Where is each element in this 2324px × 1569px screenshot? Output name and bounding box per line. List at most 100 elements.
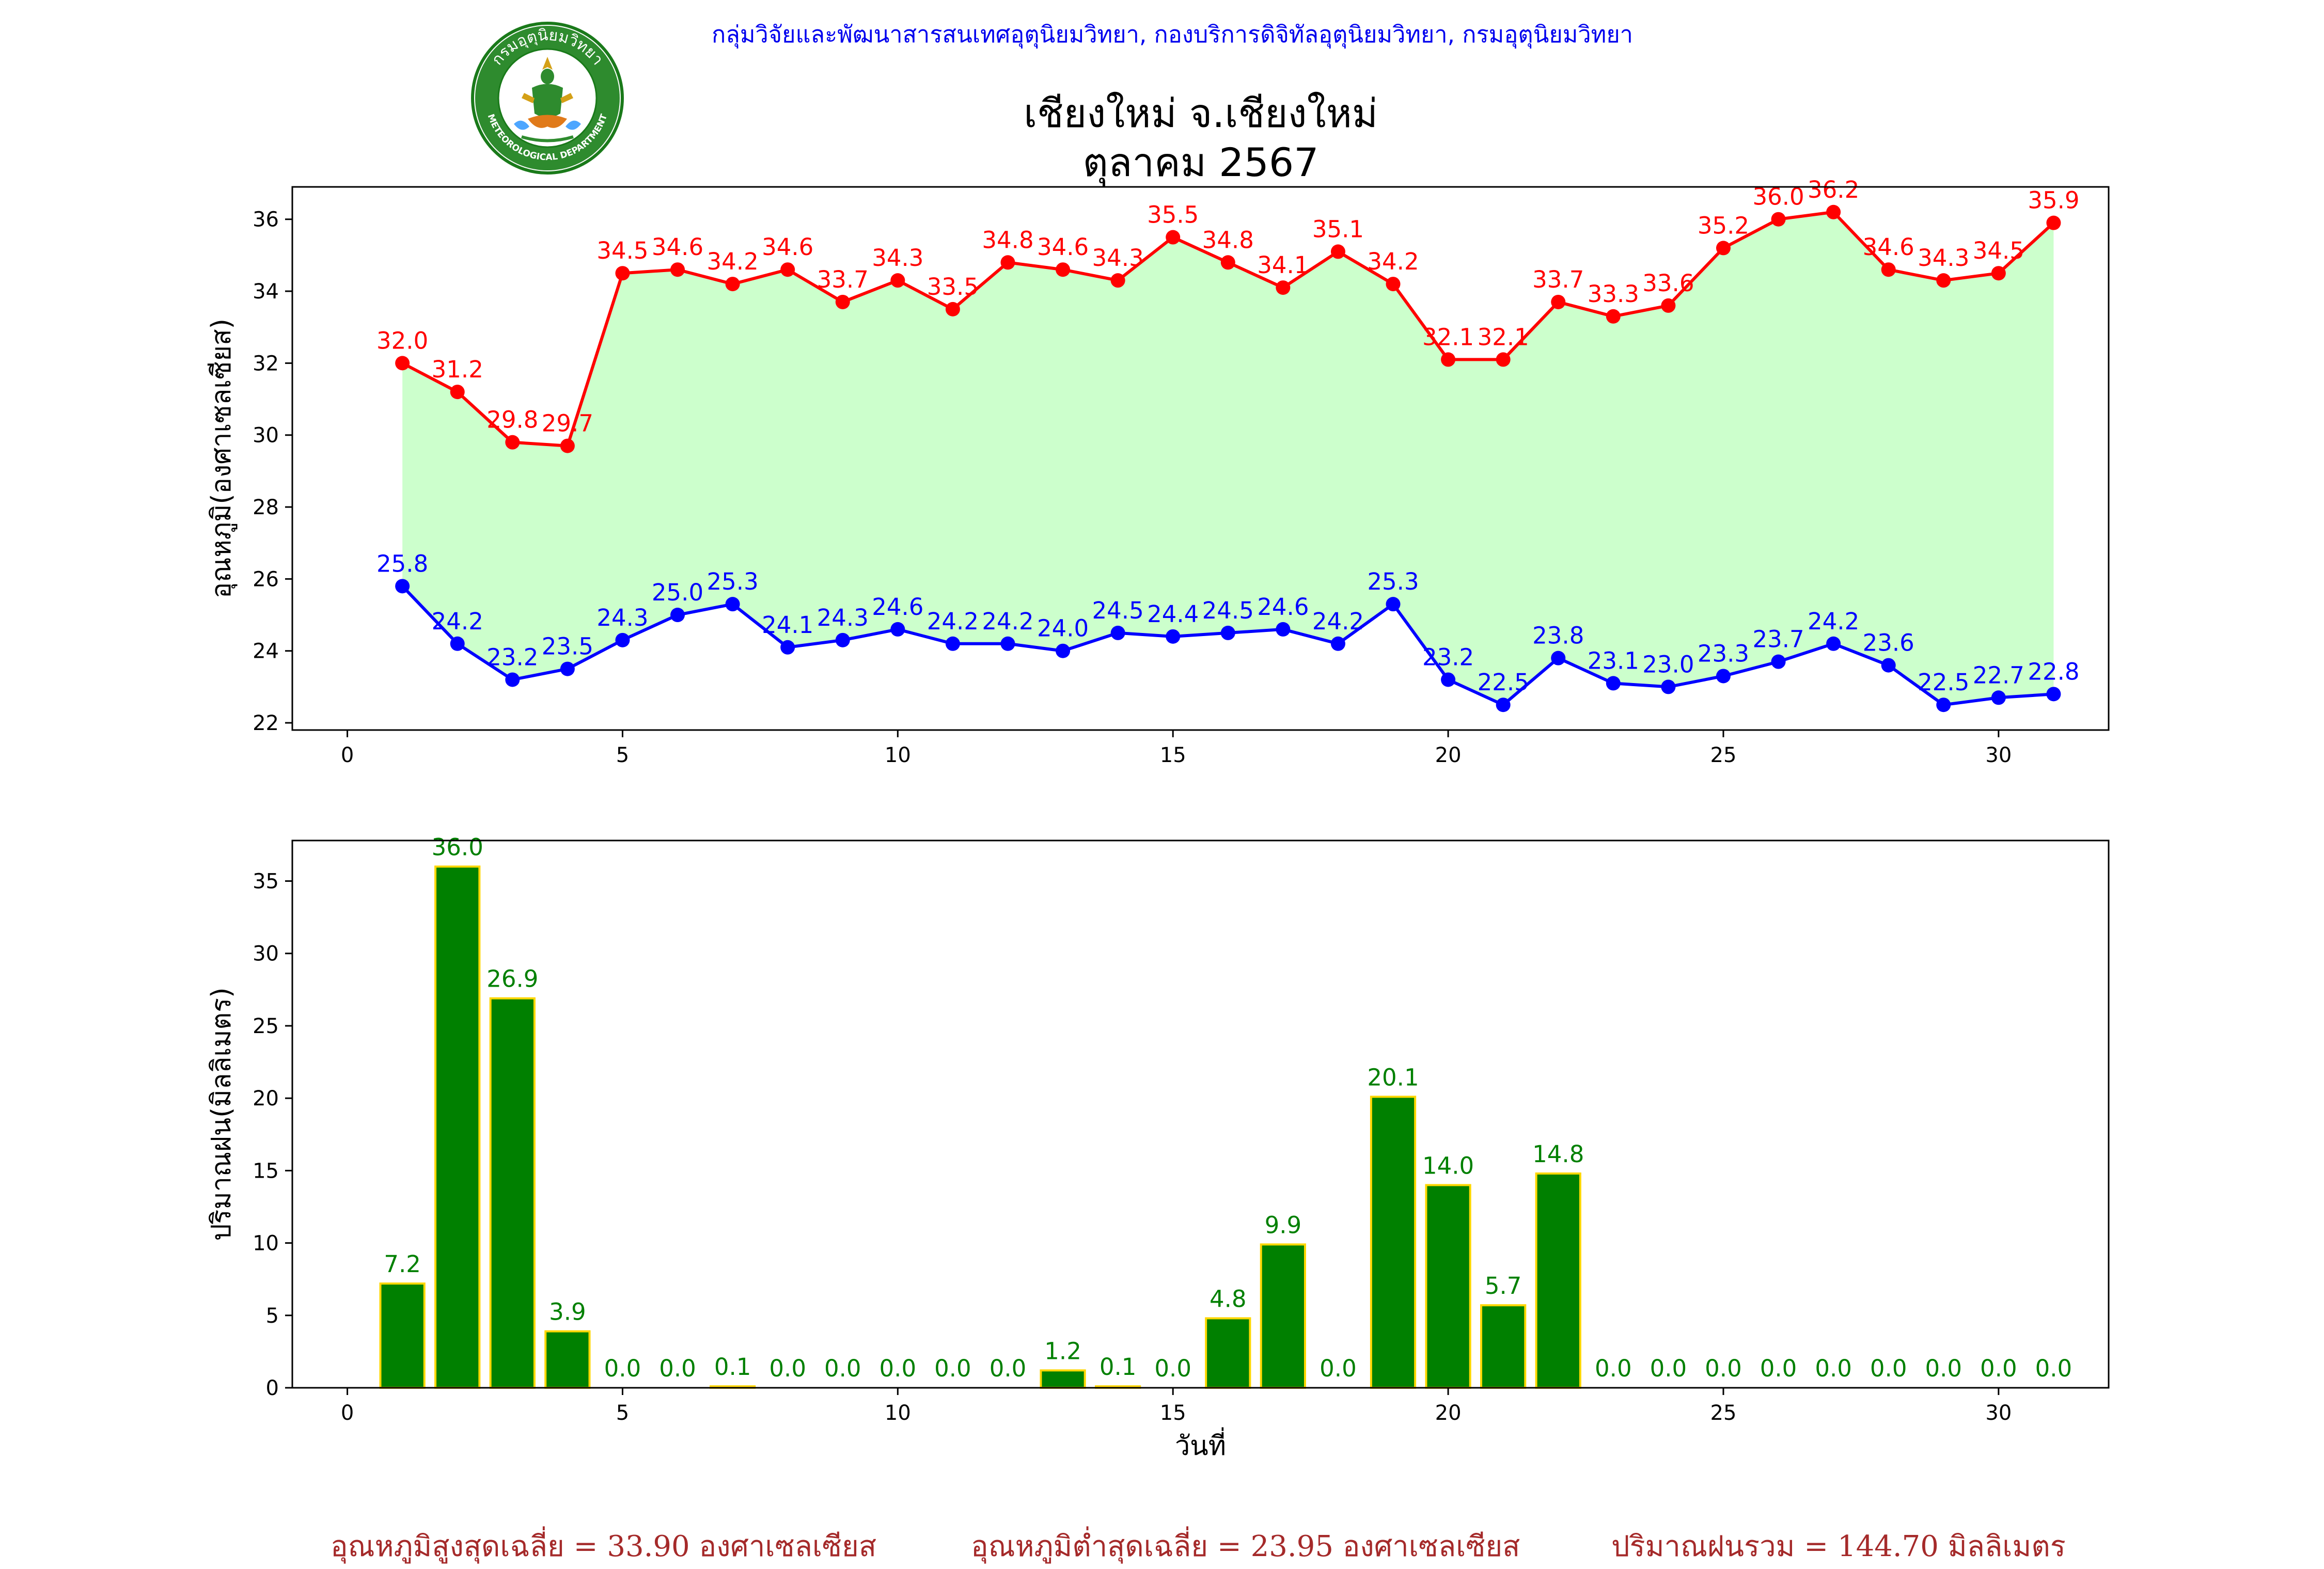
- max-temp-point: [1716, 241, 1731, 256]
- rain-data-label: 0.0: [659, 1355, 696, 1382]
- max-temp-data-label: 33.7: [1532, 266, 1584, 293]
- max-temp-point: [1991, 266, 2006, 281]
- max-temp-data-label: 34.5: [1973, 237, 2024, 264]
- rain-data-label: 0.0: [1650, 1355, 1687, 1382]
- min-temp-data-label: 24.5: [1092, 597, 1144, 624]
- rain-bar: [1040, 1369, 1086, 1389]
- min-temp-point: [1826, 636, 1841, 651]
- temp-range-fill: [402, 212, 2054, 705]
- min-temp-data-label: 24.2: [982, 608, 1033, 635]
- min-temp-data-label: 24.6: [872, 593, 923, 621]
- rain-x-tick-label: 30: [1985, 1401, 2012, 1425]
- min-temp-point: [1386, 597, 1401, 612]
- min-temp-data-label: 22.5: [1918, 669, 1969, 696]
- chart-title-station: เชียงใหม่ จ.เชียงใหม่: [1024, 90, 1378, 136]
- min-temp-point: [725, 597, 740, 612]
- rain-data-label: 0.0: [1595, 1355, 1632, 1382]
- rain-data-label: 9.9: [1265, 1211, 1302, 1239]
- rain-data-label: 14.8: [1532, 1140, 1584, 1168]
- temp-y-tick-label: 32: [253, 352, 279, 375]
- temp-x-tick-label: 0: [341, 743, 354, 767]
- min-temp-data-label: 24.2: [1808, 608, 1859, 635]
- rain-data-label: 14.0: [1422, 1152, 1474, 1179]
- min-temp-data-label: 24.3: [817, 604, 869, 631]
- max-temp-point: [2046, 215, 2061, 230]
- max-temp-data-label: 36.2: [1808, 176, 1859, 203]
- max-temp-data-label: 33.7: [817, 266, 869, 293]
- rain-data-label: 1.2: [1044, 1337, 1081, 1365]
- avg-min-temp: อุณหภูมิต่ำสุดเฉลี่ย = 23.95 องศาเซลเซีย…: [971, 1530, 1520, 1563]
- rain-data-label: 0.0: [604, 1355, 641, 1382]
- max-temp-data-label: 34.8: [1202, 226, 1254, 253]
- max-temp-data-label: 32.1: [1478, 323, 1529, 351]
- rain-y-tick-label: 0: [266, 1376, 279, 1400]
- min-temp-data-label: 24.2: [1312, 608, 1364, 635]
- temp-x-tick-label: 15: [1160, 743, 1186, 767]
- rain-x-tick-label: 15: [1160, 1401, 1186, 1425]
- max-temp-data-label: 34.2: [1367, 248, 1419, 275]
- min-temp-point: [945, 636, 960, 651]
- rain-x-tick-label: 10: [885, 1401, 911, 1425]
- min-temp-point: [1551, 651, 1566, 665]
- rain-bar: [544, 1330, 591, 1389]
- max-temp-data-label: 34.6: [1037, 233, 1089, 261]
- min-temp-point: [505, 672, 520, 687]
- rain-plot-frame: [291, 839, 2110, 1389]
- min-temp-point: [670, 608, 685, 623]
- avg-max-temp: อุณหภูมิสูงสุดเฉลี่ย = 33.90 องศาเซลเซีย…: [331, 1530, 877, 1563]
- max-temp-data-label: 31.2: [432, 356, 483, 383]
- max-temp-point: [725, 277, 740, 292]
- max-temp-point: [1276, 280, 1291, 295]
- min-temp-point: [890, 622, 905, 637]
- max-temp-data-label: 34.3: [1918, 244, 1969, 272]
- max-temp-data-label: 32.1: [1422, 323, 1474, 351]
- min-temp-point: [2046, 687, 2061, 702]
- rain-data-label: 3.9: [549, 1298, 586, 1326]
- max-temp-data-label: 33.6: [1642, 270, 1694, 297]
- max-temp-data-label: 34.1: [1257, 251, 1309, 279]
- min-temp-point: [1661, 679, 1676, 694]
- rain-bar: [1425, 1184, 1471, 1389]
- temp-y-tick-label: 30: [253, 424, 279, 448]
- min-temp-data-label: 24.4: [1147, 600, 1199, 628]
- max-temp-data-label: 35.9: [2028, 187, 2079, 214]
- min-temp-point: [1056, 643, 1071, 658]
- max-temp-data-label: 34.8: [982, 226, 1033, 253]
- min-temp-data-label: 24.6: [1257, 593, 1309, 621]
- max-temp-point: [1166, 230, 1181, 245]
- rain-bar: [1205, 1317, 1251, 1389]
- min-temp-data-label: 24.0: [1037, 615, 1089, 642]
- max-temp-point: [1220, 255, 1235, 270]
- min-temp-point: [1110, 625, 1125, 640]
- temp-x-tick-label: 5: [616, 743, 629, 767]
- rain-y-tick-label: 25: [253, 1015, 279, 1038]
- temp-x-tick-label: 25: [1710, 743, 1737, 767]
- rain-data-label: 0.0: [1870, 1355, 1907, 1382]
- max-temp-point: [1496, 352, 1511, 367]
- rain-y-tick-label: 10: [253, 1232, 279, 1256]
- min-temp-data-label: 25.0: [652, 579, 703, 606]
- temperature-chart: 32.031.229.8 29.734.5 34.634.234.633.734.3…: [206, 176, 2110, 767]
- min-temp-data-label: 24.5: [1202, 597, 1254, 624]
- max-temp-point: [780, 262, 795, 277]
- rain-data-label: 5.7: [1485, 1272, 1522, 1299]
- rain-data-label: 0.1: [714, 1353, 751, 1381]
- temp-y-tick-label: 22: [253, 711, 279, 735]
- temp-y-axis-label: อุณหภูมิ(องศาเซลเซียส): [206, 319, 238, 598]
- min-temp-data-label: 23.2: [486, 643, 538, 671]
- max-temp-data-label: 35.1: [1312, 215, 1364, 243]
- min-temp-point: [1330, 636, 1345, 651]
- rain-bar: [379, 1282, 426, 1389]
- min-temp-point: [1276, 622, 1291, 637]
- rain-data-label: 20.1: [1367, 1064, 1419, 1091]
- min-temp-data-label: 23.0: [1642, 651, 1694, 678]
- rain-y-tick-label: 5: [266, 1304, 279, 1328]
- max-temp-point: [1056, 262, 1071, 277]
- min-temp-data-label: 23.7: [1752, 626, 1804, 653]
- min-temp-point: [395, 579, 410, 594]
- rain-data-label: 0.0: [2035, 1355, 2072, 1382]
- max-temp-point: [1330, 244, 1345, 259]
- max-temp-data-label: 35.2: [1698, 212, 1749, 239]
- min-temp-point: [1000, 636, 1015, 651]
- min-temp-data-label: 23.1: [1588, 647, 1639, 674]
